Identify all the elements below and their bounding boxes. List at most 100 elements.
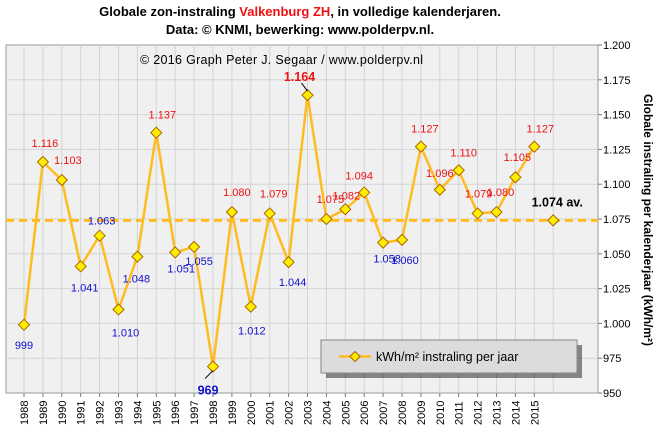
data-point: [112, 303, 125, 316]
data-label: 1.082: [333, 190, 361, 202]
data-label: 1.116: [32, 138, 59, 150]
data-point: [150, 126, 163, 139]
data-point: [225, 205, 239, 219]
data-label: 1.055: [185, 256, 213, 268]
y-tick-label: 1.150: [603, 110, 631, 122]
y-axis-label: Globale instraling per kalenderjaar (kWh…: [641, 94, 655, 346]
x-tick-label: 2011: [454, 401, 466, 425]
data-label: 1.079: [465, 188, 493, 200]
max-pointer: [301, 82, 308, 92]
data-point: [55, 173, 69, 187]
data-point: [320, 212, 333, 226]
data-label: 1.096: [426, 168, 454, 180]
x-tick-label: 1988: [19, 401, 31, 425]
data-point: [244, 300, 258, 313]
data-point: [93, 229, 106, 242]
x-tick-label: 2012: [473, 401, 485, 425]
x-tick-label: 2010: [435, 401, 447, 425]
data-label: 1.079: [260, 188, 288, 200]
chart-title-line1: Globale zon-instraling Valkenburg ZH, in…: [0, 4, 600, 19]
data-point: [452, 164, 465, 177]
x-tick-label: 1999: [227, 401, 239, 425]
x-tick-label: 2009: [416, 401, 428, 425]
y-tick-label: 1.075: [603, 214, 631, 226]
data-label: 1.137: [149, 110, 177, 122]
data-point: [168, 246, 182, 259]
x-tick-label: 2007: [378, 401, 390, 425]
title-location: Valkenburg ZH: [239, 4, 331, 19]
data-point: [339, 203, 352, 216]
data-label: 1.075: [317, 194, 345, 206]
data-label: 1.060: [391, 255, 419, 267]
chart-title-line2: Data: © KNMI, bewerking: www.polderpv.nl…: [165, 22, 435, 37]
data-point: [187, 240, 201, 254]
data-point: [471, 207, 484, 220]
data-label: 1.058: [373, 254, 401, 266]
y-tick-label: 1.125: [603, 144, 631, 156]
y-tick-label: 1.050: [603, 249, 631, 261]
x-tick-label: 2001: [265, 401, 277, 425]
data-point: [509, 171, 522, 184]
data-point: [528, 140, 541, 153]
data-point: [395, 233, 409, 247]
data-label: 1.063: [88, 216, 116, 228]
data-point: [414, 140, 428, 153]
data-label: 999: [15, 340, 33, 352]
y-tick-label: 1.175: [603, 75, 631, 87]
data-label: 1.094: [345, 171, 373, 183]
min-label: 969: [198, 384, 219, 398]
x-tick-label: 1996: [170, 401, 182, 425]
y-tick-label: 1.000: [603, 318, 631, 330]
data-label: 1.127: [411, 124, 439, 136]
data-label: 1.127: [527, 124, 555, 136]
credit-text: © 2016 Graph Peter J. Segaar / www.polde…: [140, 53, 423, 67]
x-tick-label: 2005: [340, 401, 352, 425]
data-label: 1.105: [504, 152, 532, 164]
data-label: 1.080: [223, 187, 251, 199]
max-label: 1.164: [284, 70, 315, 84]
data-point: [74, 260, 87, 273]
x-tick-label: 1989: [38, 401, 50, 425]
data-label: 1.051: [167, 263, 195, 275]
x-tick-label: 1997: [189, 401, 201, 425]
data-label: 1.044: [279, 277, 307, 289]
series-line: [22, 93, 536, 368]
average-label: 1.074 av.: [532, 195, 583, 209]
y-tick-label: 1.100: [603, 179, 631, 191]
average-point: [546, 214, 560, 227]
data-point: [36, 155, 50, 169]
data-point: [263, 207, 276, 220]
data-point: [282, 255, 295, 269]
x-tick-label: 1998: [208, 401, 220, 425]
x-tick-label: 1994: [132, 401, 144, 425]
y-tick-label: 950: [603, 388, 621, 400]
data-point: [376, 236, 390, 249]
data-point: [357, 186, 371, 199]
data-point: [490, 205, 503, 219]
x-tick-label: 2006: [359, 401, 371, 425]
x-tick-label: 1993: [114, 401, 126, 425]
data-point: [131, 250, 144, 263]
data-label: 1.103: [54, 155, 82, 167]
y-tick-label: 975: [603, 353, 621, 365]
data-point: [17, 318, 31, 331]
legend-label: kWh/m² instraling per jaar: [376, 350, 518, 364]
x-tick-label: 1995: [151, 401, 163, 425]
data-point: [206, 360, 220, 373]
data-label: 1.012: [238, 326, 266, 338]
x-tick-label: 2015: [529, 401, 541, 425]
data-label: 1.080: [487, 187, 515, 199]
x-tick-label: 2008: [397, 401, 409, 425]
data-label: 1.010: [112, 327, 140, 339]
y-tick-label: 1.025: [603, 284, 631, 296]
data-point: [301, 88, 314, 102]
data-label: 1.041: [71, 282, 99, 294]
x-tick-label: 2014: [510, 401, 522, 425]
x-tick-label: 2000: [246, 401, 258, 425]
x-tick-label: 1990: [57, 401, 69, 425]
title-prefix: Globale zon-instraling: [99, 4, 240, 19]
x-tick-label: 2004: [321, 401, 333, 425]
x-tick-label: 2003: [303, 401, 315, 425]
